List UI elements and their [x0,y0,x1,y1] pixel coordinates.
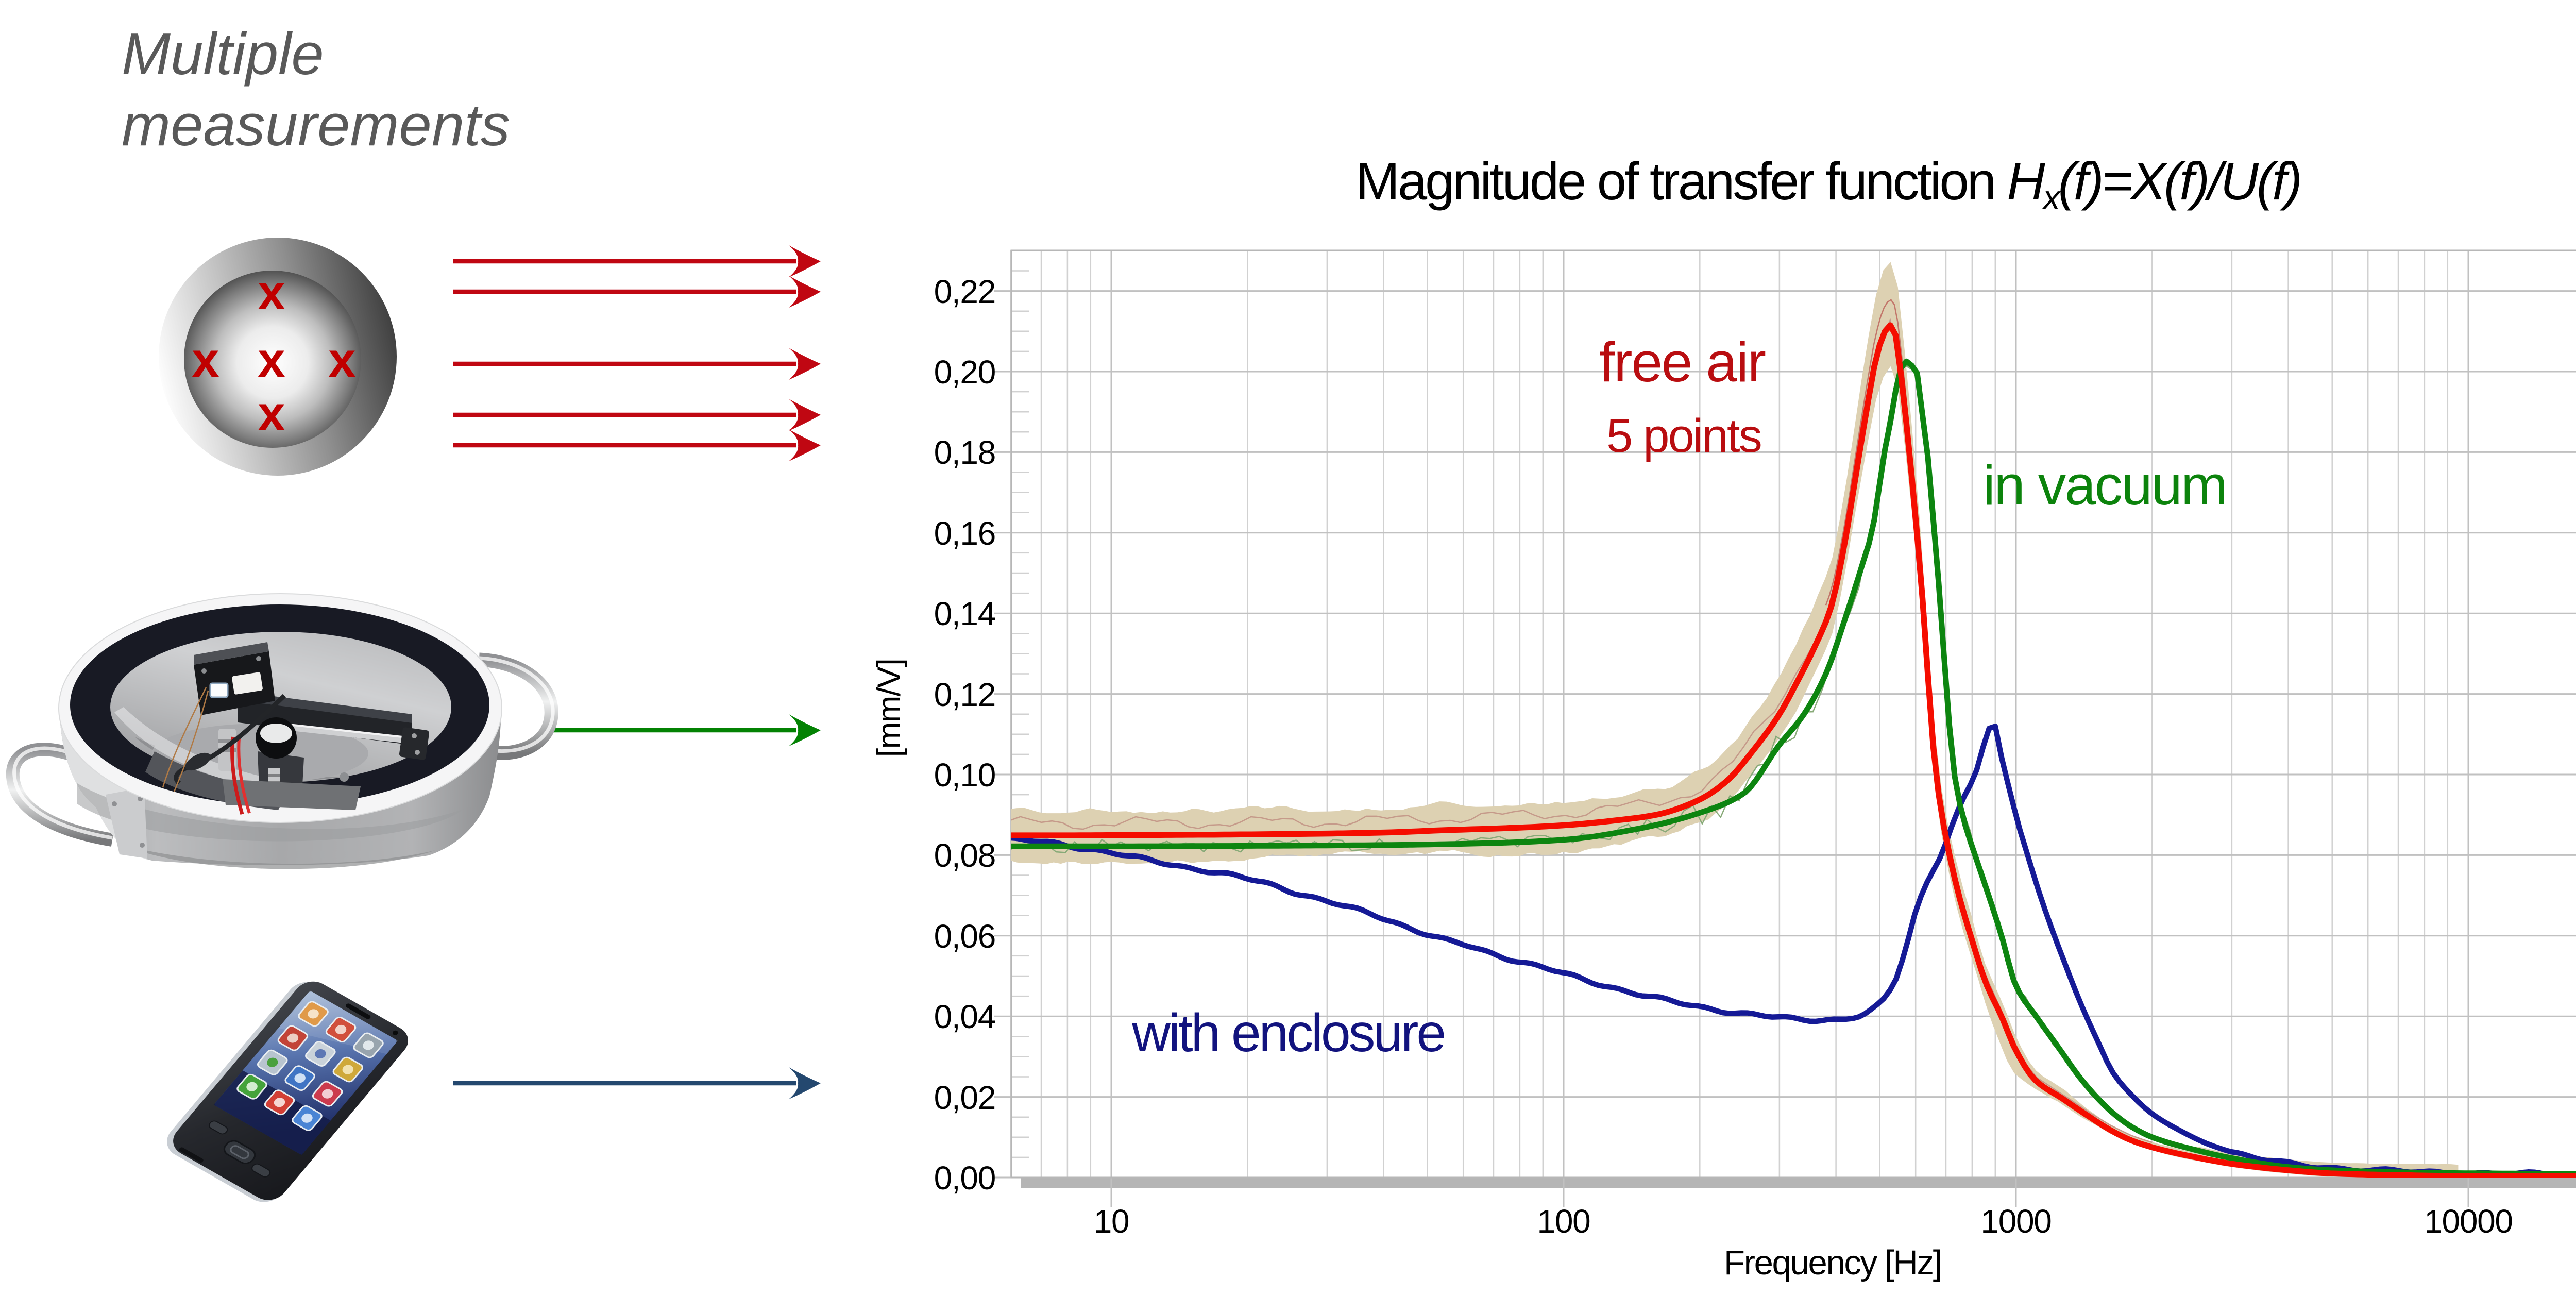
svg-text:0,12: 0,12 [934,676,995,713]
svg-text:5 points: 5 points [1606,410,1761,462]
svg-text:10000: 10000 [2424,1203,2512,1240]
svg-text:x: x [258,332,285,388]
svg-text:with enclosure: with enclosure [1131,1003,1444,1063]
svg-text:0,02: 0,02 [934,1079,995,1116]
svg-text:0,08: 0,08 [934,837,995,874]
svg-text:x: x [328,332,355,388]
svg-text:free air: free air [1599,331,1766,394]
svg-text:0,18: 0,18 [934,434,995,471]
svg-text:1000: 1000 [1980,1203,2051,1240]
svg-text:0,14: 0,14 [934,595,995,632]
svg-text:0,20: 0,20 [934,354,995,391]
svg-text:x: x [258,386,285,441]
svg-text:100: 100 [1537,1203,1590,1240]
svg-text:0,16: 0,16 [934,515,995,552]
svg-text:Frequency [Hz]: Frequency [Hz] [1724,1243,1941,1282]
svg-text:Magnitude of transfer function: Magnitude of transfer function Hx(f)=X(f… [1355,152,2300,216]
svg-text:x: x [192,332,219,388]
svg-text:0,22: 0,22 [934,273,995,310]
svg-text:0,10: 0,10 [934,756,995,794]
svg-text:[mm/V]: [mm/V] [871,659,907,758]
svg-text:0,04: 0,04 [934,998,995,1035]
svg-text:10: 10 [1094,1203,1129,1240]
svg-text:0,06: 0,06 [934,918,995,955]
svg-text:in vacuum: in vacuum [1983,454,2226,517]
svg-text:x: x [258,265,285,320]
svg-text:0,00: 0,00 [934,1159,995,1197]
